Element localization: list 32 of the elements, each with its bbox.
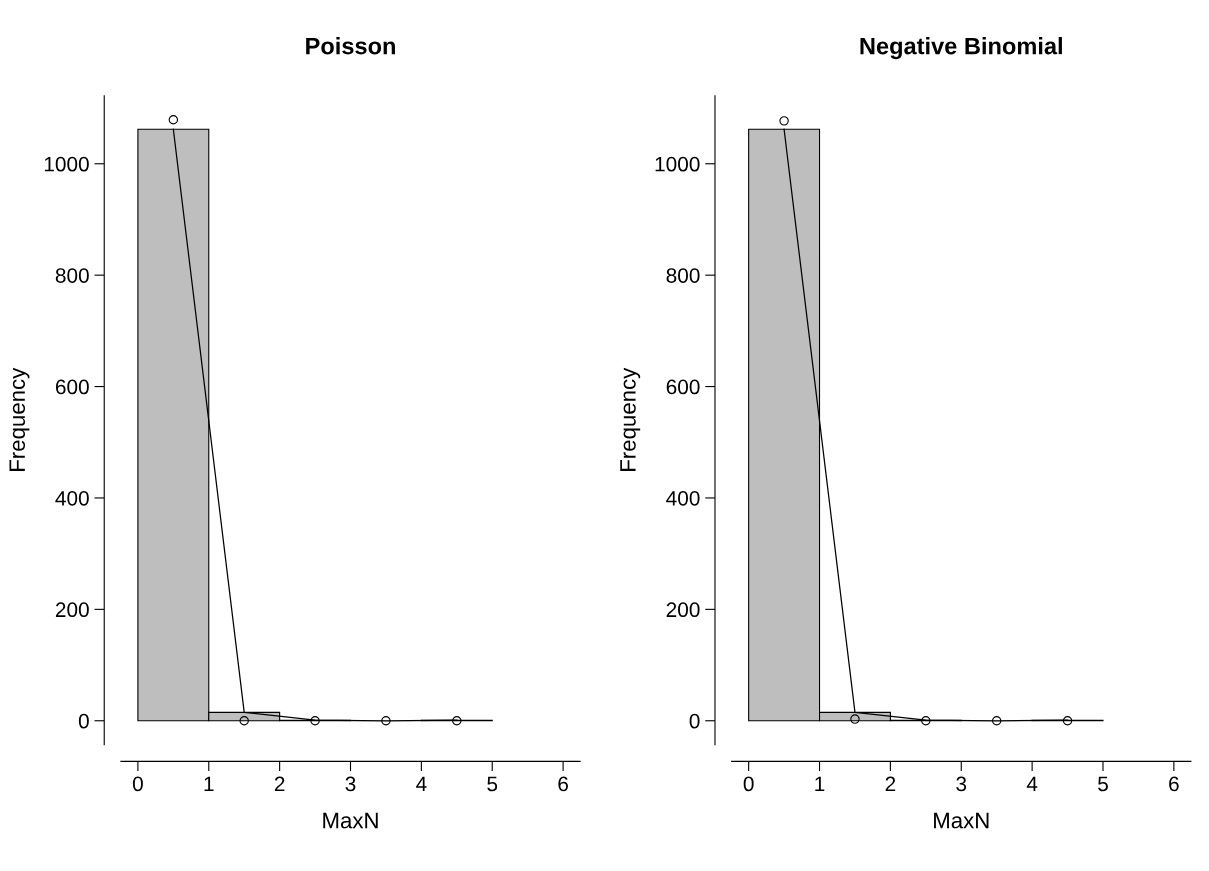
x-tick-label: 2 [274,776,285,792]
x-tick-label: 0 [132,776,143,792]
y-tick-label: 0 [689,713,700,729]
x-tick-label: 1 [815,776,825,792]
x-axis-title: MaxN [323,812,378,829]
y-axis-title: Frequency [620,367,641,471]
x-tick-label: 3 [956,776,967,792]
x-tick-label: 5 [487,776,498,792]
y-tick-label: 600 [666,379,700,395]
x-axis-title: MaxN [934,812,989,829]
x-tick-label: 6 [1169,776,1179,792]
x-tick-label: 2 [885,776,896,792]
y-tick-label: 400 [666,490,700,506]
x-tick-label: 3 [345,776,356,792]
y-tick-label: 1000 [44,156,89,172]
y-tick-label: 800 [666,268,700,283]
chart-title: Negative Binomial [860,37,1062,60]
y-tick-label: 200 [55,602,89,618]
x-tick-label: 4 [1026,776,1038,792]
x-tick-label: 5 [1098,776,1108,792]
x-tick-label: 6 [558,776,568,792]
y-tick-label: 200 [666,602,700,618]
y-tick-label: 600 [55,379,89,395]
x-tick-label: 0 [743,776,754,792]
y-tick-label: 0 [78,713,89,729]
chart-title: Poisson [306,37,395,55]
y-tick-label: 400 [55,490,89,506]
y-axis-title: Frequency [9,367,30,471]
y-tick-label: 800 [55,268,89,283]
x-tick-label: 4 [416,776,427,792]
y-tick-label: 1000 [655,156,700,172]
x-tick-label: 1 [204,776,214,792]
